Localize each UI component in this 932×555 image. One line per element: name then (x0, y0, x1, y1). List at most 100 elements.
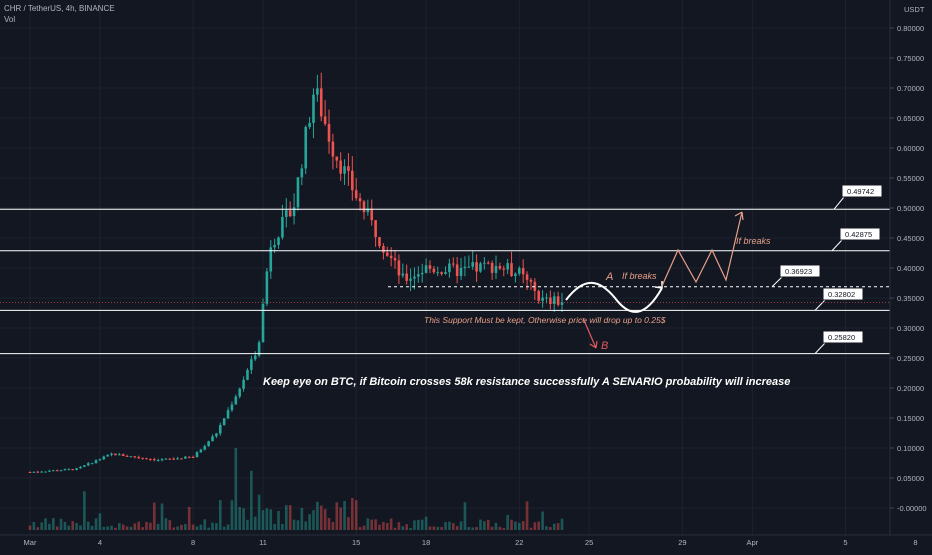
volume-bar (424, 516, 428, 530)
candle-body (90, 463, 94, 465)
candle-body (405, 273, 408, 281)
candle-body (203, 446, 207, 450)
candle-body (168, 458, 172, 460)
candle-body (300, 168, 304, 178)
volume-bar (405, 524, 408, 530)
candle-body (44, 471, 47, 473)
volume-bar (351, 497, 354, 530)
candle-body (502, 268, 506, 270)
candle-body (79, 466, 82, 469)
candle-body (281, 216, 284, 238)
volume-bar (459, 521, 463, 530)
callout-label: 0.32802 (828, 290, 855, 299)
candle-body (455, 264, 459, 277)
volume-bar (195, 526, 199, 530)
volume-bar (510, 519, 513, 530)
callout-box (822, 330, 864, 344)
candle-body (459, 267, 463, 277)
price-tick-label: 0.70000 (897, 84, 924, 93)
volume-bar (265, 508, 269, 530)
volume-bar (55, 526, 59, 530)
candle-body (273, 244, 276, 248)
volume-bar (494, 522, 498, 530)
candle-body (55, 470, 59, 472)
volume-bar (514, 521, 517, 530)
price-axis[interactable]: 0.80000 0.75000 0.70000 0.65000 0.60000 0.550… (889, 0, 932, 550)
candle-body (28, 472, 32, 473)
volume-bar (71, 521, 75, 530)
volume-bar (32, 522, 36, 530)
volume-bar (137, 521, 141, 530)
grid (0, 0, 916, 535)
candle-body (129, 456, 133, 458)
candle-body (269, 247, 273, 272)
candle-body (479, 263, 482, 272)
callout-leader (814, 299, 826, 311)
volume-bar (486, 519, 490, 530)
candle-body (385, 252, 389, 256)
price-tick-label: -0.00000 (897, 504, 927, 513)
price-tick-label: 0.30000 (897, 324, 924, 333)
candle-body (420, 272, 424, 275)
volume-bar (525, 501, 529, 530)
volume-bar (106, 526, 109, 530)
volume-bar (234, 447, 238, 530)
price-tick-label: 0.35000 (897, 294, 924, 303)
volume-bar (343, 501, 346, 530)
candle-body (133, 456, 137, 458)
volume-bar (184, 524, 187, 530)
volume-bar (121, 524, 125, 530)
callout-leader (833, 196, 845, 210)
volume-bar (52, 518, 55, 530)
volume-bar (277, 511, 280, 530)
volume-bar (389, 518, 393, 530)
candle-body (137, 457, 141, 459)
price-tick-label: 0.75000 (897, 54, 924, 63)
candle-body (374, 220, 377, 238)
price-tick-label: 0.80000 (897, 24, 924, 33)
candle-body (184, 456, 187, 459)
volume-bar (529, 527, 533, 530)
candle-body (440, 272, 443, 274)
price-tick-label: 0.10000 (897, 444, 924, 453)
volume-bar (467, 527, 471, 530)
scenario-b-label: B (601, 340, 608, 352)
candle-body (71, 469, 75, 471)
volume-bar (327, 517, 331, 530)
volume-bar (518, 522, 521, 530)
candle-body (141, 457, 144, 459)
candle-body (471, 262, 474, 267)
volume-bar (521, 521, 525, 530)
volume-indicator-label: Vol (4, 15, 16, 24)
candle-body (378, 237, 381, 246)
candle-body (451, 263, 455, 265)
volume-bar (479, 519, 482, 530)
time-axis[interactable]: Mar 4 8 11 15 18 22 25 29 Apr 5 8 (0, 534, 932, 547)
volume-bar (292, 519, 296, 530)
volume-bar (75, 523, 78, 530)
candle-body (253, 355, 257, 360)
price-tick-label: 0.05000 (897, 474, 924, 483)
symbol-title: CHR / TetherUS, 4h, BINANCE (4, 4, 115, 13)
candle-body (149, 459, 152, 461)
volume-bar (537, 521, 541, 530)
candle-body (152, 459, 156, 461)
callout-leader (771, 276, 783, 288)
candle-body (537, 290, 541, 301)
volume-bar (114, 527, 117, 530)
candle-body (261, 303, 265, 343)
callout-box (839, 227, 881, 241)
volume-bar (502, 527, 506, 530)
candle-body (393, 258, 397, 261)
candle-body (556, 296, 560, 305)
volume-bar (552, 523, 556, 530)
time-tick-label: 22 (515, 538, 523, 547)
volume-bar (432, 526, 436, 530)
candle-body (552, 296, 556, 304)
volume-bar (483, 521, 486, 530)
candle-body (250, 359, 253, 370)
callout-label: 0.25820 (828, 333, 855, 342)
candle-body (490, 262, 494, 273)
